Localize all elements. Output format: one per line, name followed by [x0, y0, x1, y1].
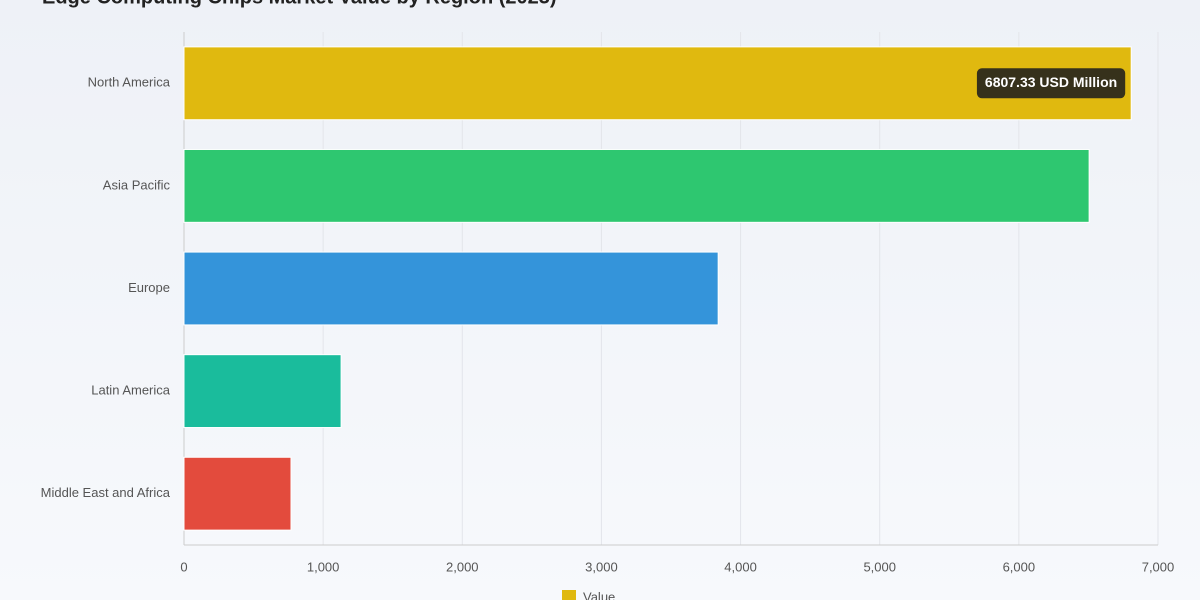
x-tick-label: 3,000 — [585, 559, 618, 574]
legend-label: Value — [583, 589, 615, 600]
bar — [183, 148, 1090, 223]
y-tick-label: Middle East and Africa — [41, 485, 171, 500]
tooltip: 6807.33 USD Million — [976, 68, 1126, 99]
x-tick-label: 4,000 — [724, 559, 757, 574]
value-label: 6807.33 USD Million — [985, 74, 1117, 90]
tooltip-box — [976, 68, 1126, 99]
x-tick-label: 1,000 — [307, 559, 340, 574]
y-tick-label: Europe — [128, 280, 170, 295]
legend-swatch — [562, 590, 576, 600]
x-tick-label: 6,000 — [1003, 559, 1036, 574]
x-tick-label: 7,000 — [1142, 559, 1175, 574]
bar — [183, 456, 292, 531]
bar — [183, 251, 719, 326]
chart-title: Edge Computing Chips Market Value by Reg… — [42, 0, 557, 8]
x-tick-label: 0 — [180, 559, 187, 574]
y-tick-label: North America — [88, 75, 171, 90]
bar — [183, 46, 1132, 121]
bar — [183, 354, 342, 429]
x-tick-label: 5,000 — [863, 559, 896, 574]
x-tick-label: 2,000 — [446, 559, 479, 574]
y-tick-label: Asia Pacific — [103, 177, 171, 192]
y-tick-label: Latin America — [91, 383, 171, 398]
